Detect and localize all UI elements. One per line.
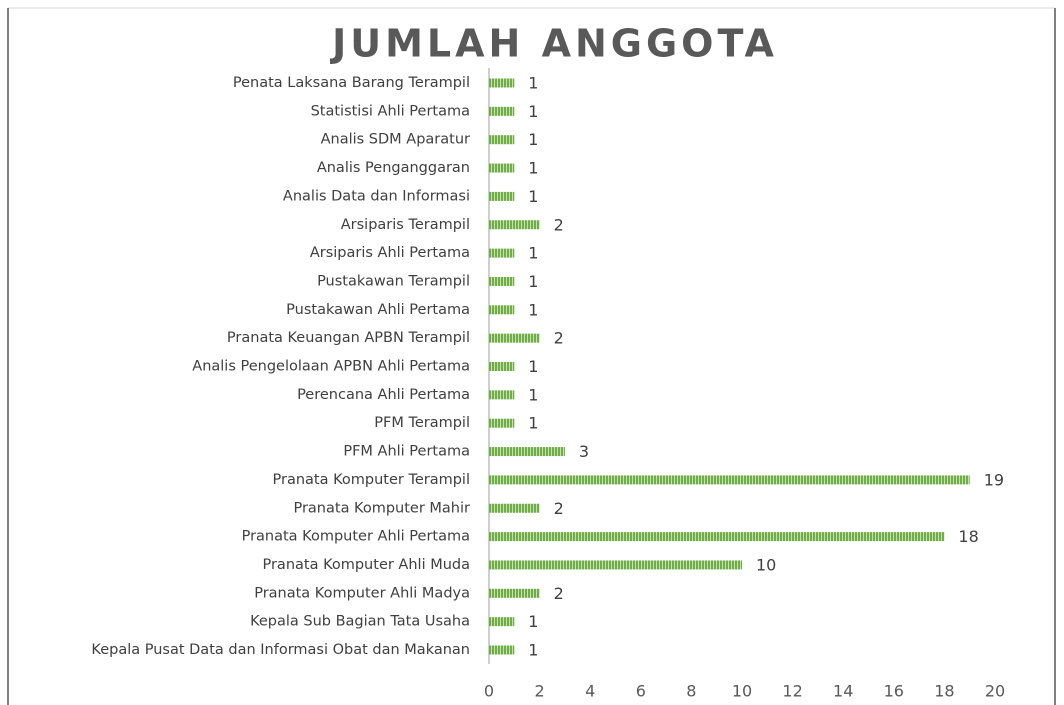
bar	[489, 333, 540, 343]
y-tick-label: Statistisi Ahli Pertama	[311, 103, 470, 119]
y-tick-label: Analis SDM Aparatur	[321, 132, 470, 148]
bar	[489, 532, 945, 542]
x-tick-label: 18	[934, 682, 954, 701]
bar	[489, 305, 515, 315]
value-label: 1	[528, 102, 538, 121]
x-tick-label: 20	[985, 682, 1005, 701]
y-tick-label: Analis Penganggaran	[317, 160, 470, 176]
bar	[489, 475, 970, 485]
y-tick-label: Arsiparis Terampil	[341, 217, 470, 233]
value-label: 2	[554, 215, 564, 234]
value-label: 2	[554, 329, 564, 348]
value-label: 3	[579, 442, 589, 461]
value-label: 2	[554, 499, 564, 518]
bar	[489, 390, 515, 400]
bar	[489, 362, 515, 371]
y-tick-label: Kepala Sub Bagian Tata Usaha	[250, 614, 470, 630]
value-label: 1	[528, 272, 538, 291]
y-tick-label: Pranata Komputer Ahli Madya	[254, 585, 470, 601]
bar	[489, 248, 515, 258]
y-tick-label: Penata Laksana Barang Terampil	[233, 75, 470, 91]
value-label: 10	[756, 555, 776, 574]
bar	[489, 588, 540, 598]
x-tick-label: 12	[782, 682, 802, 701]
value-label: 1	[528, 159, 538, 178]
bar	[489, 447, 565, 457]
value-label: 18	[958, 527, 978, 546]
x-tick-label: 8	[686, 682, 696, 701]
y-tick-label: PFM Ahli Pertama	[343, 444, 470, 460]
bar	[489, 191, 515, 201]
value-label: 1	[528, 414, 538, 433]
value-label: 1	[528, 187, 538, 206]
bar	[489, 645, 515, 655]
y-tick-label: Arsiparis Ahli Pertama	[310, 245, 470, 261]
y-tick-label: Pranata Komputer Ahli Muda	[262, 557, 470, 573]
bar	[489, 503, 540, 513]
y-tick-label: PFM Terampil	[374, 415, 470, 431]
value-label: 1	[528, 130, 538, 149]
value-label: 1	[528, 74, 538, 93]
bar	[489, 220, 540, 230]
value-label: 2	[554, 584, 564, 603]
value-label: 1	[528, 300, 538, 319]
y-tick-label: Analis Data dan Informasi	[283, 188, 470, 204]
y-tick-label: Pranata Komputer Ahli Pertama	[242, 529, 470, 545]
value-label: 1	[528, 612, 538, 631]
value-label: 1	[528, 641, 538, 660]
bar	[489, 560, 742, 570]
x-tick-label: 4	[585, 682, 595, 701]
bar	[489, 106, 515, 116]
value-label: 1	[528, 357, 538, 376]
x-tick-label: 0	[484, 682, 494, 701]
y-tick-label: Perencana Ahli Pertama	[297, 387, 470, 403]
x-tick-label: 10	[732, 682, 752, 701]
bar	[489, 135, 515, 145]
x-tick-label: 2	[535, 682, 545, 701]
bar	[489, 78, 515, 88]
y-tick-label: Pustakawan Ahli Pertama	[286, 302, 470, 318]
y-tick-label: Pranata Komputer Mahir	[293, 500, 470, 516]
value-label: 19	[984, 470, 1004, 489]
bar	[489, 617, 515, 627]
x-tick-label: 6	[636, 682, 646, 701]
y-tick-label: Kepala Pusat Data dan Informasi Obat dan…	[91, 642, 470, 658]
y-tick-label: Pranata Keuangan APBN Terampil	[227, 330, 470, 346]
x-tick-label: 16	[884, 682, 904, 701]
value-label: 1	[528, 385, 538, 404]
y-tick-label: Analis Pengelolaan APBN Ahli Pertama	[192, 359, 470, 375]
y-tick-label: Pranata Komputer Terampil	[273, 472, 471, 488]
bar	[489, 418, 515, 428]
y-tick-label: Pustakawan Terampil	[317, 273, 470, 289]
value-label: 1	[528, 244, 538, 263]
x-tick-label: 14	[833, 682, 853, 701]
bar	[489, 276, 515, 286]
chart-title: JUMLAH ANGGOTA	[329, 22, 778, 66]
bar	[489, 163, 515, 173]
